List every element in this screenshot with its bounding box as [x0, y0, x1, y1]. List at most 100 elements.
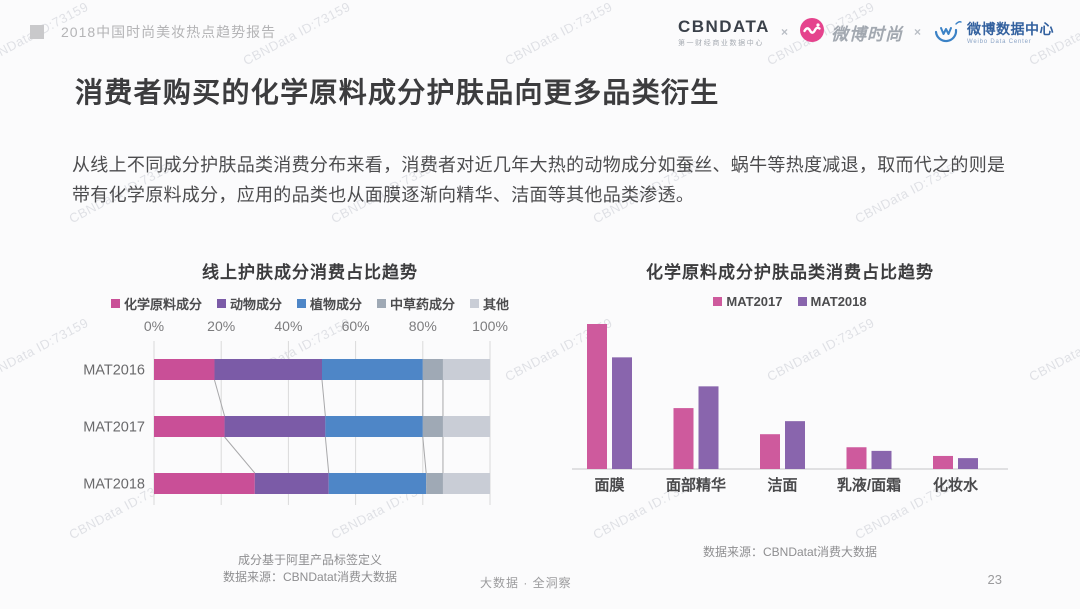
left-chart-section: 线上护肤成分消费占比趋势 化学原料成分 动物成分 植物成分 中草药成分 其他 0% 20%… — [80, 258, 540, 586]
right-chart-section: 化学原料成分护肤品类消费占比趋势 MAT2017 MAT2018 面膜 面部精华 洁面… — [560, 258, 1020, 561]
right-chart-plot: 面膜 面部精华 洁面 乳液/面霜 化妆水 — [560, 311, 1020, 506]
bar-segment — [154, 416, 225, 437]
bar — [785, 421, 805, 469]
legend-swatch — [216, 299, 226, 308]
bar-segment — [422, 416, 443, 437]
legend-item: 化学原料成分 — [110, 294, 202, 313]
bar — [698, 386, 719, 469]
connector-line — [422, 436, 427, 474]
weibo-fashion-logo: 微博时尚 — [799, 17, 903, 48]
cbndata-subtitle: 第一财经商业数据中心 — [677, 39, 764, 47]
report-tag: 2018中国时尚美妆热点趋势报告 — [61, 24, 277, 40]
left-chart-footnotes: 成分基于阿里产品标签定义 数据来源：CBNDatat消费大数据 — [80, 552, 540, 586]
legend-swatch — [296, 299, 306, 308]
legend-item: MAT2018 — [797, 294, 867, 309]
connector-line — [321, 379, 326, 417]
weibo-data-center-subtitle: Weibo Data Center — [967, 39, 1032, 45]
left-chart-legend: 化学原料成分 动物成分 植物成分 中草药成分 其他 — [80, 294, 540, 313]
x-axis-tick: 0% — [144, 318, 164, 334]
summary-paragraph: 从线上不同成分护肤品类消费分布来看，消费者对近几年大热的动物成分如蚕丝、蜗牛等热… — [72, 155, 1006, 205]
bar — [933, 455, 953, 469]
legend-label: 其他 — [483, 297, 510, 312]
category-label: 洁面 — [767, 476, 797, 494]
bar — [587, 324, 607, 469]
legend-label: 动物成分 — [229, 297, 282, 312]
stacked-bar-chart: 0% 20% 40% 60% 80% 100% MAT2016 MAT2017 MAT2018 — [83, 318, 508, 505]
legend-label: 化学原料成分 — [123, 297, 202, 312]
left-chart-title: 线上护肤成分消费占比趋势 — [202, 263, 418, 282]
page-title: 消费者购买的化学原料成分护肤品向更多品类衍生 — [75, 77, 720, 108]
bar-segment — [325, 416, 423, 437]
legend-swatch — [713, 297, 723, 306]
x-axis-tick: 60% — [342, 318, 370, 334]
bar-segment — [442, 473, 490, 494]
legend-swatch — [797, 297, 807, 306]
weibo-data-center-icon — [932, 16, 962, 49]
category-label: 面部精华 — [666, 476, 726, 494]
bar — [846, 447, 867, 469]
weibo-data-center-label: 微博数据中心 — [967, 21, 1054, 37]
row-label: MAT2018 — [83, 477, 145, 493]
page-number: 23 — [987, 572, 1002, 587]
legend-item: 其他 — [470, 294, 509, 313]
bar — [958, 458, 978, 469]
bar-segment — [214, 359, 322, 380]
cbndata-logo: CBNDATA 第一财经商业数据中心 — [678, 17, 770, 48]
right-chart-footnotes: 数据来源：CBNDatat消费大数据 — [560, 544, 1020, 561]
bar-segment — [442, 359, 490, 380]
connector-line — [224, 436, 256, 474]
left-chart-footnote-source: 数据来源：CBNDatat消费大数据 — [222, 570, 398, 584]
legend-item: 动物成分 — [216, 294, 282, 313]
x-axis-tick: 80% — [409, 318, 437, 334]
weibo-fashion-icon — [799, 17, 825, 48]
legend-item: 中草药成分 — [377, 294, 455, 313]
legend-item: 植物成分 — [296, 294, 362, 313]
row-label: MAT2016 — [83, 363, 145, 379]
x-axis-tick: 100% — [472, 318, 508, 334]
bar-segment — [224, 416, 326, 437]
category-label: 面膜 — [594, 476, 624, 494]
right-chart-footnote-source: 数据来源：CBNDatat消费大数据 — [702, 545, 878, 559]
bar — [871, 450, 892, 469]
connector-line — [213, 379, 226, 417]
bar — [760, 434, 780, 469]
left-chart-footnote-definition: 成分基于阿里产品标签定义 — [237, 553, 382, 567]
bar-segment — [154, 473, 255, 494]
category-label: 乳液/面霜 — [837, 476, 901, 494]
legend-swatch — [110, 299, 120, 308]
bar-segment — [422, 359, 443, 380]
legend-label: 植物成分 — [309, 297, 362, 312]
category-label: 化妆水 — [933, 476, 979, 494]
bar — [673, 408, 694, 469]
right-chart-legend: MAT2017 MAT2018 — [560, 294, 1020, 309]
right-chart-title: 化学原料成分护肤品类消费占比趋势 — [646, 263, 934, 282]
cbndata-wordmark: CBNDATA — [677, 16, 770, 36]
x-axis-tick: 20% — [207, 318, 235, 334]
legend-swatch — [377, 299, 386, 308]
bar-segment — [254, 473, 329, 494]
bar-segment — [442, 416, 490, 437]
bar-segment — [154, 359, 215, 380]
legend-swatch — [470, 299, 480, 308]
bar-segment — [328, 473, 427, 494]
logo-strip: CBNDATA 第一财经商业数据中心 × 微博时尚 × — [678, 14, 1054, 50]
connector-line — [324, 436, 330, 474]
bar — [612, 357, 632, 469]
legend-label: 中草药成分 — [390, 297, 456, 312]
bar-segment — [426, 473, 443, 494]
row-label: MAT2017 — [83, 420, 145, 436]
grouped-bar-chart: 面膜 面部精华 洁面 乳液/面霜 化妆水 — [572, 324, 1008, 494]
separator-x-icon: × — [780, 25, 788, 39]
header: 2018中国时尚美妆热点趋势报告 — [30, 22, 276, 42]
legend-label: MAT2017 — [726, 294, 783, 309]
footer-slogan: 大数据 · 全洞察 — [480, 576, 572, 590]
weibo-fashion-label: 微博时尚 — [830, 24, 903, 44]
bar-segment — [322, 359, 423, 380]
left-chart-plot: 0% 20% 40% 60% 80% 100% MAT2016 MAT2017 MAT2018 — [80, 315, 540, 522]
legend-label: MAT2018 — [810, 294, 867, 309]
x-axis-tick: 40% — [274, 318, 302, 334]
weibo-data-center-logo: 微博数据中心 Weibo Data Center — [932, 16, 1054, 49]
legend-item: MAT2017 — [713, 294, 783, 309]
header-square-bullet — [30, 25, 44, 39]
